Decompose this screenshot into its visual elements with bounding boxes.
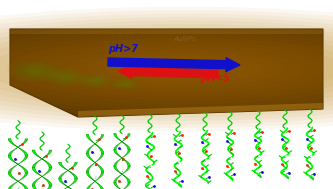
Polygon shape (0, 10, 333, 128)
Polygon shape (32, 150, 52, 168)
Polygon shape (86, 52, 284, 86)
Polygon shape (0, 31, 333, 107)
Text: AuNPs: AuNPs (174, 36, 196, 42)
Polygon shape (78, 103, 323, 117)
Polygon shape (7, 38, 333, 100)
Polygon shape (0, 21, 333, 118)
Polygon shape (126, 59, 244, 79)
Polygon shape (8, 173, 28, 189)
Polygon shape (59, 179, 77, 189)
Polygon shape (32, 150, 52, 168)
Polygon shape (86, 172, 104, 189)
Polygon shape (59, 179, 77, 189)
Polygon shape (0, 24, 333, 114)
Polygon shape (0, 17, 333, 121)
Polygon shape (0, 7, 333, 131)
Polygon shape (32, 168, 52, 185)
Polygon shape (114, 166, 130, 182)
Polygon shape (10, 29, 323, 34)
Text: pH>7: pH>7 (108, 44, 138, 54)
Polygon shape (146, 62, 224, 76)
Polygon shape (0, 14, 333, 124)
Polygon shape (59, 162, 77, 179)
Polygon shape (114, 182, 130, 189)
Text: pH<5: pH<5 (200, 73, 230, 83)
Polygon shape (8, 139, 28, 156)
Polygon shape (86, 134, 104, 153)
Polygon shape (86, 153, 104, 172)
Polygon shape (114, 134, 130, 150)
Polygon shape (165, 66, 205, 72)
Polygon shape (114, 182, 130, 189)
Polygon shape (86, 172, 104, 189)
Polygon shape (59, 162, 77, 179)
Polygon shape (86, 134, 104, 153)
Polygon shape (67, 48, 304, 90)
Polygon shape (8, 173, 28, 189)
Polygon shape (86, 153, 104, 172)
Polygon shape (8, 156, 28, 173)
Polygon shape (0, 34, 333, 104)
Polygon shape (8, 156, 28, 173)
Polygon shape (114, 166, 130, 182)
Polygon shape (8, 139, 28, 156)
Polygon shape (0, 27, 333, 111)
Polygon shape (106, 55, 264, 83)
Polygon shape (114, 150, 130, 166)
Polygon shape (32, 168, 52, 185)
FancyArrow shape (108, 58, 240, 72)
Polygon shape (114, 150, 130, 166)
Polygon shape (32, 185, 52, 189)
Polygon shape (32, 185, 52, 189)
FancyArrow shape (118, 64, 218, 78)
Polygon shape (114, 134, 130, 150)
Polygon shape (10, 29, 323, 117)
Polygon shape (47, 45, 324, 93)
Polygon shape (27, 41, 333, 97)
